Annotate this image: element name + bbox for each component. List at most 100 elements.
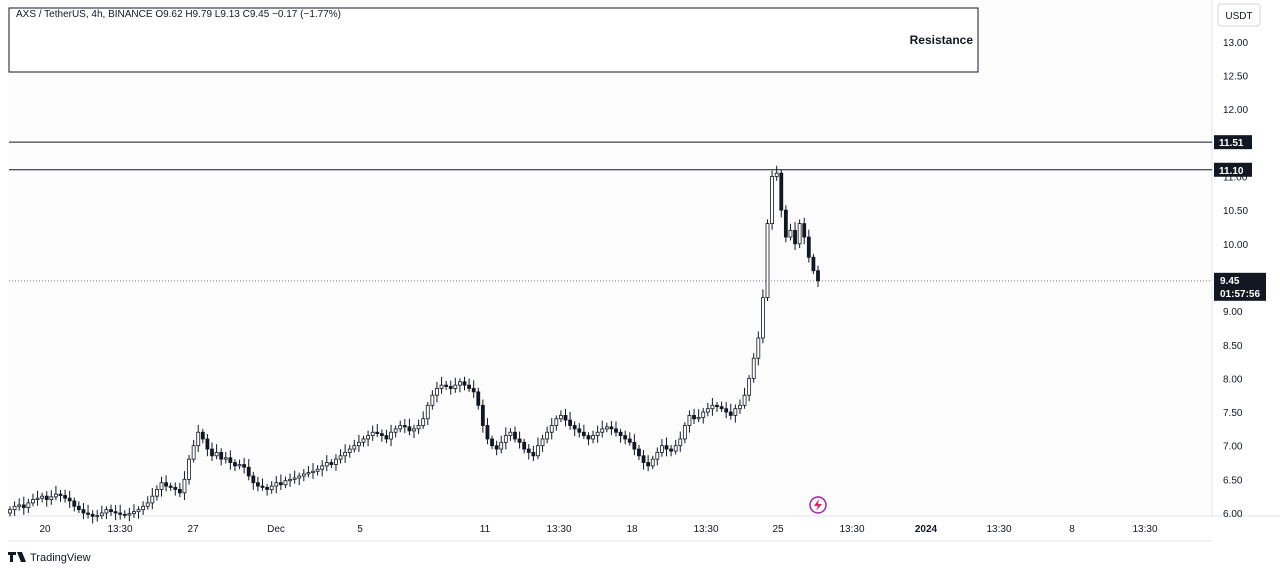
candle bbox=[67, 490, 72, 509]
candle-body bbox=[256, 482, 260, 487]
candle-body bbox=[31, 499, 35, 504]
candle-body bbox=[306, 472, 311, 475]
time-axis[interactable]: 20 13:30 27 Dec 5 11 13:30 18 13:30 25 13:30 2024 13… bbox=[39, 524, 1158, 535]
candle-body bbox=[412, 428, 416, 432]
candle-body bbox=[503, 435, 508, 443]
candle bbox=[540, 434, 545, 452]
candle-body bbox=[118, 512, 123, 515]
candle bbox=[462, 376, 467, 391]
candle bbox=[150, 487, 155, 510]
candle bbox=[710, 397, 715, 416]
candle-body bbox=[67, 497, 72, 502]
candle-body bbox=[90, 513, 95, 517]
currency-label: USDT bbox=[1225, 11, 1252, 22]
y-tick-label: 9.00 bbox=[1223, 307, 1243, 318]
candle bbox=[513, 426, 517, 443]
candle-body bbox=[288, 478, 292, 482]
candle-body bbox=[12, 505, 17, 511]
candle bbox=[609, 421, 614, 436]
candle-body bbox=[646, 462, 651, 467]
candle-body bbox=[324, 462, 329, 467]
candle bbox=[742, 387, 747, 409]
candle-body bbox=[260, 485, 265, 488]
candle bbox=[770, 170, 774, 230]
candle bbox=[76, 501, 81, 513]
candle-body bbox=[99, 512, 104, 517]
x-tick-label: 18 bbox=[626, 524, 638, 535]
candle bbox=[444, 380, 449, 390]
candle-body bbox=[811, 256, 816, 272]
candle-body bbox=[425, 404, 430, 420]
candle-body bbox=[715, 404, 719, 408]
candle bbox=[577, 423, 582, 438]
current-price-badge bbox=[1214, 272, 1266, 301]
x-tick-label: 13:30 bbox=[546, 524, 571, 535]
candle-body bbox=[513, 431, 517, 440]
candle-body bbox=[430, 394, 435, 406]
candle-body bbox=[471, 388, 476, 393]
candle bbox=[17, 498, 22, 511]
x-tick-label: 13:30 bbox=[1132, 524, 1157, 535]
candle bbox=[499, 435, 504, 454]
currency-button[interactable] bbox=[1217, 3, 1261, 27]
price-badge-label: 11.10 bbox=[1219, 166, 1244, 177]
candle-body bbox=[660, 445, 664, 453]
candle-body bbox=[177, 489, 182, 494]
candle bbox=[756, 331, 761, 366]
candle-body bbox=[614, 428, 618, 433]
candle bbox=[416, 419, 421, 435]
candle-body bbox=[150, 495, 155, 504]
candle-body bbox=[164, 482, 168, 487]
candle-body bbox=[398, 425, 403, 430]
candle bbox=[242, 457, 247, 474]
candle-body bbox=[609, 426, 614, 430]
candle bbox=[164, 475, 168, 492]
candle-body bbox=[301, 473, 306, 477]
candle bbox=[632, 434, 637, 456]
candle bbox=[338, 449, 343, 464]
candle bbox=[113, 505, 118, 521]
candle bbox=[453, 377, 458, 393]
candle bbox=[200, 428, 205, 444]
candle-body bbox=[545, 431, 550, 440]
candle-body bbox=[508, 431, 513, 437]
candle-body bbox=[719, 406, 724, 410]
candle bbox=[155, 485, 159, 501]
candle-body bbox=[76, 505, 81, 511]
candle bbox=[563, 408, 568, 427]
candle-body bbox=[549, 425, 554, 433]
resistance-zone[interactable] bbox=[8, 7, 979, 73]
candle-body bbox=[233, 462, 237, 467]
candle bbox=[655, 447, 660, 466]
candle-body bbox=[44, 495, 49, 500]
symbol-legend[interactable]: AXS / TetherUS, 4h, BINANCE O9.62 H9.79 … bbox=[16, 9, 341, 20]
plot-area[interactable] bbox=[8, 0, 1212, 516]
y-tick-label: 11.00 bbox=[1223, 173, 1248, 184]
countdown-label: 01:57:56 bbox=[1220, 289, 1260, 300]
candle bbox=[614, 421, 618, 437]
lightning-icon[interactable] bbox=[809, 496, 827, 514]
x-tick-label: 2024 bbox=[915, 524, 938, 535]
candle-body bbox=[765, 223, 770, 299]
candle-body bbox=[733, 408, 738, 416]
candle bbox=[324, 455, 329, 472]
candle-body bbox=[127, 513, 132, 516]
candle bbox=[187, 454, 191, 485]
candle bbox=[435, 381, 439, 403]
candle bbox=[168, 482, 173, 491]
candle bbox=[265, 484, 269, 496]
candle-body bbox=[458, 381, 462, 386]
candle bbox=[315, 465, 320, 476]
candle bbox=[12, 501, 17, 516]
price-axis[interactable]: 6.00 6.50 7.00 7.50 8.00 8.50 9.00 10.00 10.50 11… bbox=[1223, 38, 1248, 520]
candle bbox=[223, 452, 228, 464]
candle bbox=[173, 482, 178, 496]
x-tick-label: 27 bbox=[187, 524, 199, 535]
candle bbox=[751, 353, 756, 383]
candle bbox=[554, 415, 559, 431]
price-badge-bg bbox=[1214, 135, 1252, 150]
candle-body bbox=[742, 394, 747, 406]
candle-body bbox=[577, 428, 582, 433]
